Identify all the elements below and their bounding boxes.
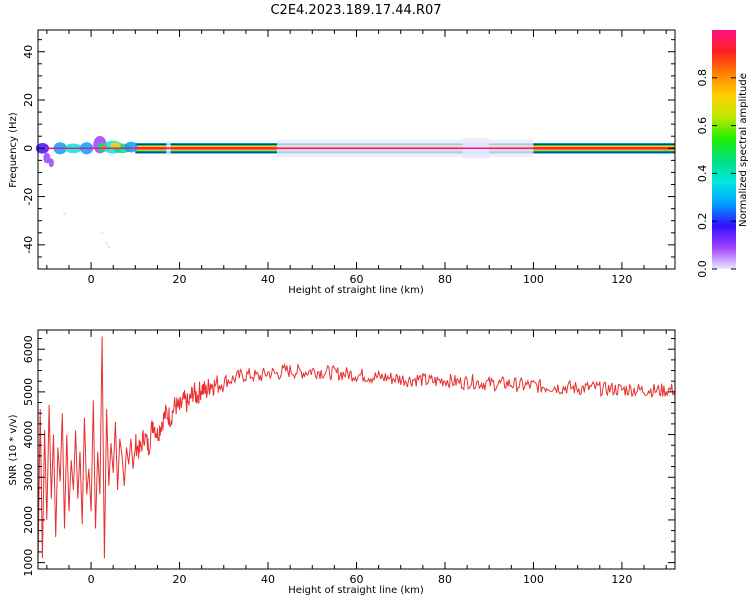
x-tick-label: 0 [88, 573, 95, 586]
spectrogram-y-ticks: 40 20 0 -20 -40 [22, 39, 675, 270]
x-tick-label: 120 [611, 273, 632, 286]
colorbar-gradient [712, 30, 736, 269]
x-tick-label: 80 [438, 273, 452, 286]
snr-y-ticks: 1000 2000 3000 4000 5000 6000 [22, 335, 675, 577]
spectrogram-panel: 0 20 40 60 80 100 120 40 20 0 -20 -40 Height of st… [8, 29, 676, 296]
spectral-blob [43, 152, 51, 164]
y-tick-label: 0 [22, 145, 35, 152]
y-tick-label: 1000 [22, 549, 35, 577]
x-tick-label: 60 [350, 573, 364, 586]
colorbar-tick-label: 0.6 [696, 117, 709, 135]
spectral-speck [63, 211, 67, 215]
x-tick-label: 20 [173, 273, 187, 286]
spectrogram-marks [35, 135, 675, 249]
spectral-blob [48, 158, 54, 168]
spectrogram-x-ticks: 0 20 40 60 80 100 120 [46, 30, 667, 286]
x-tick-label: 40 [261, 273, 275, 286]
colorbar-ticks: 0.0 0.2 0.4 0.6 0.8 [696, 69, 736, 278]
spectral-speck [107, 245, 111, 249]
y-tick-label: 6000 [22, 335, 35, 363]
x-tick-label: 40 [261, 573, 275, 586]
spectrogram-y-label: Frequency (Hz) [8, 112, 19, 188]
colorbar-tick-label: 0.2 [696, 212, 709, 230]
spectral-blob [124, 141, 138, 153]
snr-series-line [37, 336, 676, 563]
x-tick-label: 60 [350, 273, 364, 286]
x-tick-label: 0 [88, 273, 95, 286]
colorbar-label: Normalized spectral amplitude [738, 73, 749, 227]
x-tick-label: 100 [523, 573, 544, 586]
spectral-blob [110, 142, 121, 149]
y-tick-label: 3000 [22, 463, 35, 491]
colorbar: 0.0 0.2 0.4 0.6 0.8 Normalized spectral ampl… [696, 30, 749, 278]
spectral-speck [100, 231, 104, 235]
spectrogram-x-label: Height of straight line (km) [288, 285, 424, 296]
colorbar-tick-label: 0.4 [696, 165, 709, 183]
y-tick-label: 4000 [22, 421, 35, 449]
x-tick-label: 100 [523, 273, 544, 286]
y-tick-label: -20 [22, 188, 35, 206]
y-tick-label: 20 [22, 93, 35, 107]
y-tick-label: -40 [22, 236, 35, 254]
spectral-speck [105, 242, 109, 246]
y-tick-label: 2000 [22, 506, 35, 534]
x-tick-label: 80 [438, 573, 452, 586]
snr-x-ticks: 0 20 40 60 80 100 120 [46, 330, 667, 586]
figure-title: C2E4.2023.189.17.44.R07 [270, 3, 441, 18]
colorbar-tick-label: 0.8 [696, 69, 709, 87]
x-tick-label: 120 [611, 573, 632, 586]
colorbar-tick-label: 0.0 [696, 260, 709, 278]
snr-x-label: Height of straight line (km) [288, 585, 424, 596]
snr-y-label: SNR (10 * v/v) [8, 414, 19, 485]
snr-background [38, 330, 675, 569]
y-tick-label: 40 [22, 45, 35, 59]
y-tick-label: 5000 [22, 378, 35, 406]
x-tick-label: 20 [173, 573, 187, 586]
snr-panel: 0 20 40 60 80 100 120 1000 2000 3000 4000 5000 6000… [8, 329, 676, 596]
